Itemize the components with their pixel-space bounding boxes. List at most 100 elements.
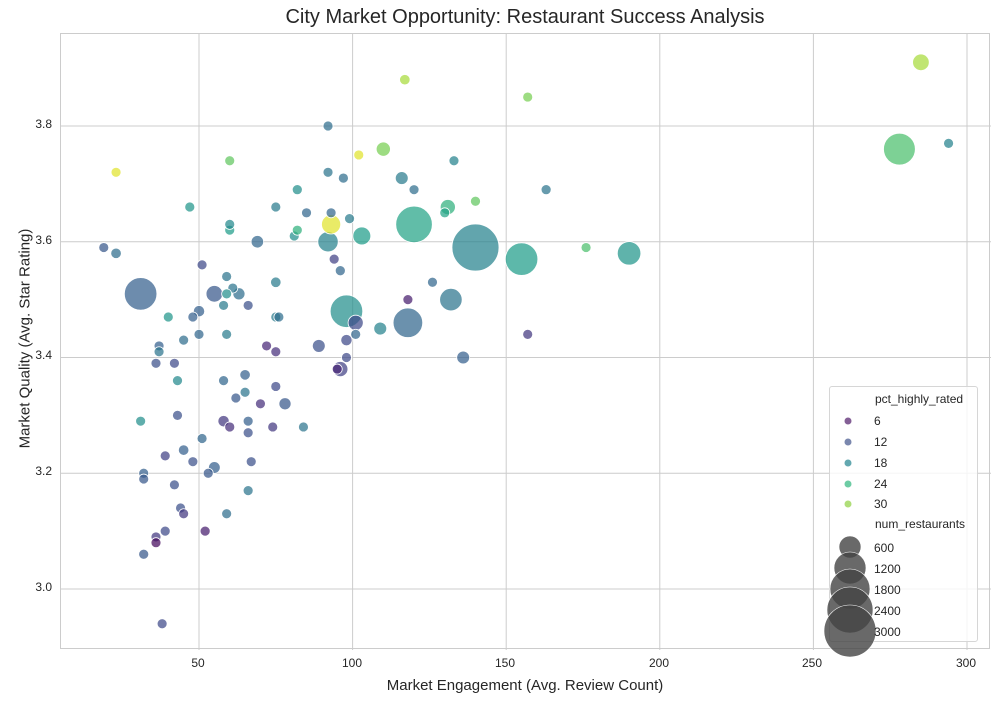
data-point bbox=[261, 340, 272, 352]
data-point bbox=[187, 456, 199, 468]
data-point bbox=[456, 350, 471, 365]
data-point bbox=[273, 311, 285, 323]
data-point bbox=[325, 207, 337, 219]
x-tick: 250 bbox=[801, 656, 823, 670]
data-point bbox=[205, 285, 224, 303]
plot-area bbox=[60, 33, 991, 650]
data-point bbox=[439, 207, 451, 219]
data-point bbox=[255, 398, 266, 410]
data-point bbox=[224, 155, 236, 167]
data-point bbox=[375, 141, 391, 157]
data-point bbox=[184, 201, 196, 213]
data-point bbox=[331, 363, 343, 375]
legend-marker-icon bbox=[844, 480, 852, 488]
data-point bbox=[177, 444, 190, 456]
data-point bbox=[340, 334, 353, 347]
legend-marker-icon bbox=[844, 459, 852, 467]
data-point bbox=[399, 74, 411, 86]
data-point bbox=[317, 231, 339, 253]
data-point bbox=[522, 91, 534, 103]
legend-size-markers-icon bbox=[823, 535, 877, 658]
data-point bbox=[337, 172, 349, 184]
data-point bbox=[270, 201, 282, 213]
data-point bbox=[504, 242, 539, 276]
data-point bbox=[162, 311, 174, 323]
data-point bbox=[427, 276, 438, 288]
data-point bbox=[221, 288, 233, 300]
data-point bbox=[224, 421, 236, 433]
legend-size-label: 3000 bbox=[874, 625, 901, 639]
legend-size-label: 600 bbox=[874, 541, 895, 555]
data-point bbox=[522, 328, 534, 340]
data-point bbox=[169, 479, 180, 491]
data-point bbox=[301, 207, 312, 219]
x-tick: 50 bbox=[191, 656, 205, 670]
data-point bbox=[239, 369, 251, 381]
data-point bbox=[943, 137, 954, 149]
y-tick: 3.2 bbox=[35, 464, 52, 478]
x-tick: 300 bbox=[955, 656, 977, 670]
data-point bbox=[270, 381, 282, 392]
data-point bbox=[242, 427, 254, 439]
data-point bbox=[221, 508, 233, 520]
data-point bbox=[239, 386, 251, 398]
data-point bbox=[156, 618, 168, 630]
data-point bbox=[123, 277, 158, 311]
legend-hue-entry: 6 bbox=[830, 411, 979, 431]
data-point bbox=[448, 155, 460, 167]
data-point bbox=[616, 241, 642, 266]
data-point bbox=[230, 392, 242, 404]
data-point bbox=[451, 223, 500, 272]
data-point bbox=[270, 276, 282, 288]
data-point bbox=[218, 300, 229, 311]
data-point bbox=[135, 415, 147, 427]
data-point bbox=[242, 300, 254, 311]
data-point bbox=[199, 525, 211, 537]
data-point bbox=[153, 346, 165, 358]
data-point bbox=[138, 473, 150, 485]
data-point bbox=[394, 171, 409, 185]
data-point bbox=[224, 218, 236, 230]
data-point bbox=[298, 421, 309, 433]
x-tick: 200 bbox=[648, 656, 670, 670]
chart-title: City Market Opportunity: Restaurant Succ… bbox=[285, 6, 765, 28]
data-point bbox=[221, 271, 233, 282]
legend: pct_highly_rated 6 12 18 24 30 num_resta… bbox=[823, 386, 979, 658]
data-point bbox=[353, 149, 365, 161]
data-point bbox=[580, 242, 592, 253]
data-point bbox=[347, 314, 364, 331]
y-tick: 3.4 bbox=[35, 348, 52, 362]
data-point bbox=[540, 184, 552, 196]
data-point bbox=[344, 213, 355, 225]
data-point bbox=[350, 328, 362, 340]
data-point bbox=[278, 397, 292, 411]
data-point bbox=[439, 287, 463, 312]
data-point bbox=[341, 352, 352, 363]
x-tick: 100 bbox=[341, 656, 363, 670]
data-point bbox=[218, 375, 229, 387]
legend-size-label: 1800 bbox=[874, 583, 901, 597]
legend-hue-entry: 24 bbox=[830, 474, 979, 494]
legend-hue-entry: 18 bbox=[830, 453, 979, 473]
data-point bbox=[150, 537, 162, 549]
data-point bbox=[159, 525, 171, 537]
data-point bbox=[408, 184, 420, 196]
data-point bbox=[159, 450, 171, 462]
data-point bbox=[178, 334, 190, 346]
data-point bbox=[172, 409, 183, 421]
y-axis-label: Market Quality (Avg. Star Rating) bbox=[16, 228, 34, 449]
data-point bbox=[267, 421, 279, 433]
data-point bbox=[242, 415, 254, 427]
data-point bbox=[193, 328, 205, 340]
data-point bbox=[169, 357, 180, 369]
legend-marker-icon bbox=[844, 500, 852, 508]
data-point bbox=[110, 247, 122, 259]
legend-size-title: num_restaurants bbox=[875, 517, 966, 531]
data-point bbox=[250, 235, 265, 249]
data-point bbox=[322, 166, 334, 178]
data-point bbox=[334, 265, 346, 277]
data-point bbox=[328, 253, 340, 265]
data-point bbox=[311, 339, 326, 353]
data-point bbox=[150, 357, 162, 369]
legend-hue-entry: 12 bbox=[830, 432, 979, 452]
